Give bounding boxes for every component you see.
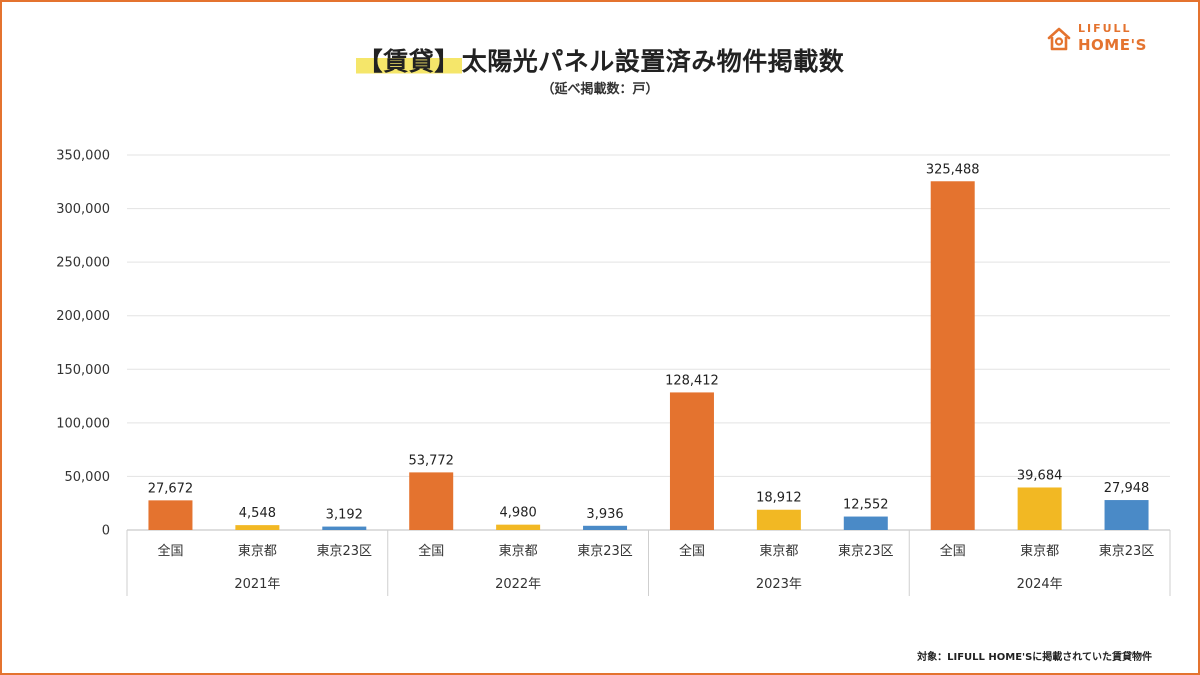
title-main: 太陽光パネル設置済み物件掲載数 — [461, 47, 845, 76]
footnote: 対象：LIFULL HOME'Sに掲載されていた賃貸物件 — [917, 652, 1152, 663]
y-tick-label: 250,000 — [56, 256, 110, 271]
category-label: 東京都 — [759, 543, 798, 559]
y-tick-label: 200,000 — [56, 309, 110, 324]
y-tick-label: 350,000 — [56, 149, 110, 164]
data-label: 12,552 — [843, 498, 889, 513]
category-label: 全国 — [157, 543, 183, 559]
data-label: 27,672 — [148, 481, 194, 496]
title-tag: 【賃貸】 — [355, 47, 462, 76]
brand-logo: LIFULL HOME'S — [1040, 22, 1160, 56]
bar — [148, 500, 193, 530]
bar — [583, 525, 628, 530]
category-label: 東京都 — [499, 543, 538, 559]
y-tick-label: 100,000 — [56, 416, 110, 431]
bar — [930, 181, 975, 530]
category-label: 全国 — [940, 543, 966, 559]
data-label: 4,980 — [500, 506, 537, 521]
data-label: 3,192 — [326, 508, 363, 523]
group-label: 2023年 — [756, 577, 802, 592]
category-label: 東京23区 — [1099, 543, 1155, 559]
logo-text-bottom: HOME'S — [1078, 36, 1147, 54]
category-label: 全国 — [679, 543, 705, 559]
y-tick-label: 50,000 — [65, 470, 111, 485]
bar — [843, 516, 888, 530]
bar — [669, 392, 714, 530]
data-label: 128,412 — [665, 373, 719, 388]
data-label: 27,948 — [1104, 481, 1150, 496]
category-label: 東京23区 — [317, 543, 373, 559]
category-label: 東京都 — [1020, 543, 1059, 559]
data-label: 39,684 — [1017, 468, 1063, 483]
data-label: 3,936 — [586, 507, 623, 522]
bar — [322, 526, 367, 530]
chart-subtitle: （延べ掲載数：戸） — [541, 82, 659, 97]
category-label: 東京23区 — [577, 543, 633, 559]
data-label: 4,548 — [239, 506, 276, 521]
bar — [1104, 500, 1149, 530]
bar — [756, 509, 801, 530]
data-label: 18,912 — [756, 491, 802, 506]
y-tick-label: 150,000 — [56, 363, 110, 378]
bar — [496, 524, 541, 530]
chart-title: 【賃貸】太陽光パネル設置済み物件掲載数 — [0, 42, 1200, 78]
data-label: 325,488 — [926, 162, 980, 177]
house-icon — [1047, 27, 1071, 51]
category-label: 東京都 — [238, 543, 277, 559]
y-tick-label: 300,000 — [56, 202, 110, 217]
group-label: 2024年 — [1017, 577, 1063, 592]
group-label: 2021年 — [234, 577, 280, 592]
bar — [409, 472, 454, 530]
group-label: 2022年 — [495, 577, 541, 592]
category-label: 全国 — [418, 543, 444, 559]
data-label: 53,772 — [408, 453, 454, 468]
logo-text-top: LIFULL — [1078, 22, 1132, 35]
bar — [1017, 487, 1062, 530]
bar — [235, 525, 280, 530]
category-label: 東京23区 — [838, 543, 894, 559]
y-tick-label: 0 — [102, 524, 110, 539]
